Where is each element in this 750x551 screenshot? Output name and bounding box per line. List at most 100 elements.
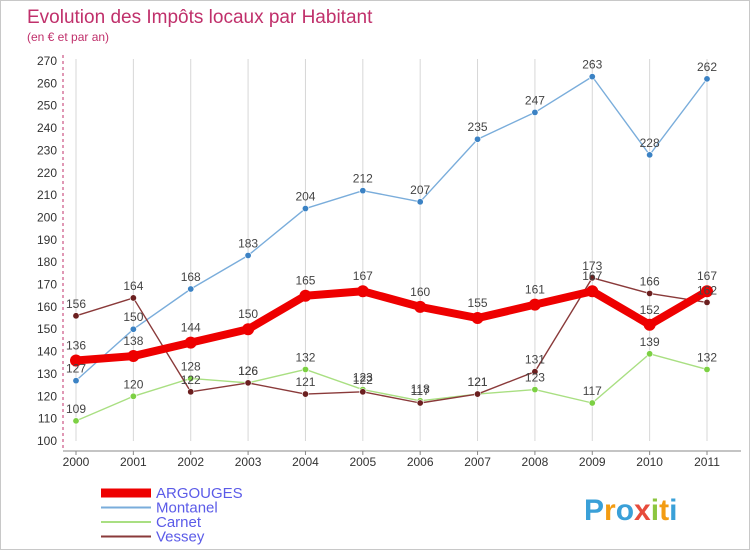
data-point-montanel — [474, 135, 482, 143]
data-label-carnet: 109 — [66, 402, 86, 416]
series-line-argouges — [72, 287, 711, 365]
data-label-carnet: 126 — [238, 364, 258, 378]
data-label-argouges: 161 — [525, 283, 545, 297]
data-point-carnet — [703, 365, 711, 373]
data-point-montanel — [646, 151, 654, 159]
data-label-carnet: 120 — [123, 377, 143, 391]
data-labels: 127 150 168 183 204 212 207 235 247 263 228 262 109 1… — [66, 58, 717, 416]
data-label-montanel: 127 — [66, 362, 86, 376]
data-point-montanel — [72, 377, 80, 385]
data-label-vessey: 156 — [66, 297, 86, 311]
y-tick-label: 260 — [37, 76, 57, 90]
data-point-carnet — [646, 350, 654, 358]
y-tick-label: 130 — [37, 367, 57, 381]
y-tick-label: 150 — [37, 322, 57, 336]
data-point-montanel — [703, 75, 711, 83]
data-point-vessey — [474, 390, 482, 398]
data-point-argouges — [356, 285, 369, 298]
data-point-argouges — [471, 312, 484, 325]
data-point-montanel — [301, 205, 309, 213]
data-label-vessey: 122 — [181, 373, 201, 387]
data-label-carnet: 123 — [353, 371, 373, 385]
data-point-argouges — [414, 300, 427, 313]
data-point-argouges — [70, 354, 82, 367]
data-point-argouges — [184, 336, 197, 349]
data-label-montanel: 235 — [468, 120, 488, 134]
data-label-vessey: 121 — [468, 375, 488, 389]
data-point-argouges — [528, 298, 541, 311]
data-label-argouges: 165 — [295, 274, 315, 288]
x-tick-label: 2004 — [292, 455, 319, 469]
data-point-vessey — [646, 289, 654, 297]
data-point-montanel — [588, 73, 596, 81]
data-point-montanel — [187, 285, 195, 293]
legend-label-argouges: ARGOUGES — [156, 485, 243, 502]
y-tick-label: 250 — [37, 99, 57, 113]
y-tick-label: 110 — [38, 412, 57, 426]
x-tick-label: 2001 — [120, 455, 147, 469]
data-label-argouges: 160 — [410, 285, 430, 299]
data-point-carnet — [301, 365, 309, 373]
y-tick-label: 230 — [37, 143, 57, 157]
legend-label-carnet: Carnet — [156, 514, 202, 531]
data-label-argouges: 167 — [353, 269, 373, 283]
data-point-argouges — [586, 285, 599, 298]
data-label-argouges: 144 — [181, 321, 201, 335]
data-label-carnet: 132 — [697, 350, 717, 364]
data-label-carnet: 123 — [525, 371, 545, 385]
data-label-carnet: 132 — [295, 350, 315, 364]
x-tick-label: 2006 — [407, 455, 434, 469]
logo-letter: i — [669, 494, 677, 527]
y-tick-label: 210 — [37, 188, 57, 202]
y-tick-label: 160 — [37, 300, 57, 314]
data-point-montanel — [359, 187, 367, 195]
data-label-montanel: 183 — [238, 236, 258, 250]
y-tick-label: 100 — [37, 434, 57, 448]
logo-letter: x — [634, 494, 651, 527]
data-point-vessey — [703, 298, 711, 306]
logo-letter: o — [616, 494, 634, 527]
data-point-carnet — [187, 374, 195, 382]
data-point-vessey — [244, 379, 252, 387]
data-point-vessey — [187, 388, 195, 396]
y-tick-label: 270 — [37, 54, 57, 68]
grid — [75, 59, 708, 441]
data-point-carnet — [588, 399, 596, 407]
data-label-vessey: 122 — [353, 373, 373, 387]
y-tick-label: 200 — [37, 210, 57, 224]
data-label-montanel: 207 — [410, 183, 430, 197]
logo-letter: P — [584, 494, 604, 527]
data-label-montanel: 204 — [295, 190, 315, 204]
data-label-montanel: 168 — [181, 270, 201, 284]
chart-title: Evolution des Impôts locaux par Habitant — [27, 7, 373, 28]
data-label-vessey: 126 — [238, 364, 258, 378]
y-tick-label: 190 — [37, 233, 57, 247]
x-tick-label: 2008 — [522, 455, 549, 469]
data-label-argouges: 152 — [640, 303, 660, 317]
data-label-montanel: 247 — [525, 93, 545, 107]
data-label-vessey: 121 — [295, 375, 315, 389]
data-point-carnet — [72, 417, 80, 425]
data-point-vessey — [531, 368, 539, 376]
data-label-argouges: 136 — [66, 339, 86, 353]
x-tick-label: 2000 — [63, 455, 90, 469]
data-label-argouges: 155 — [468, 296, 488, 310]
data-point-montanel — [244, 251, 252, 259]
data-point-argouges — [299, 289, 312, 302]
data-point-vessey — [416, 399, 424, 407]
y-tick-label: 140 — [37, 345, 57, 359]
data-point-montanel — [129, 325, 137, 333]
data-point-vessey — [588, 274, 596, 282]
data-label-vessey: 173 — [582, 259, 602, 273]
data-label-montanel: 262 — [697, 60, 717, 74]
data-point-vessey — [129, 294, 137, 302]
series-line-montanel — [75, 75, 708, 382]
y-tick-label: 220 — [37, 166, 57, 180]
data-point-argouges — [701, 285, 713, 298]
data-label-vessey: 117 — [411, 384, 430, 398]
data-label-argouges: 167 — [697, 269, 717, 283]
data-label-carnet: 118 — [411, 382, 430, 396]
logo-letter: r — [604, 494, 616, 527]
series-line-vessey — [75, 277, 708, 404]
